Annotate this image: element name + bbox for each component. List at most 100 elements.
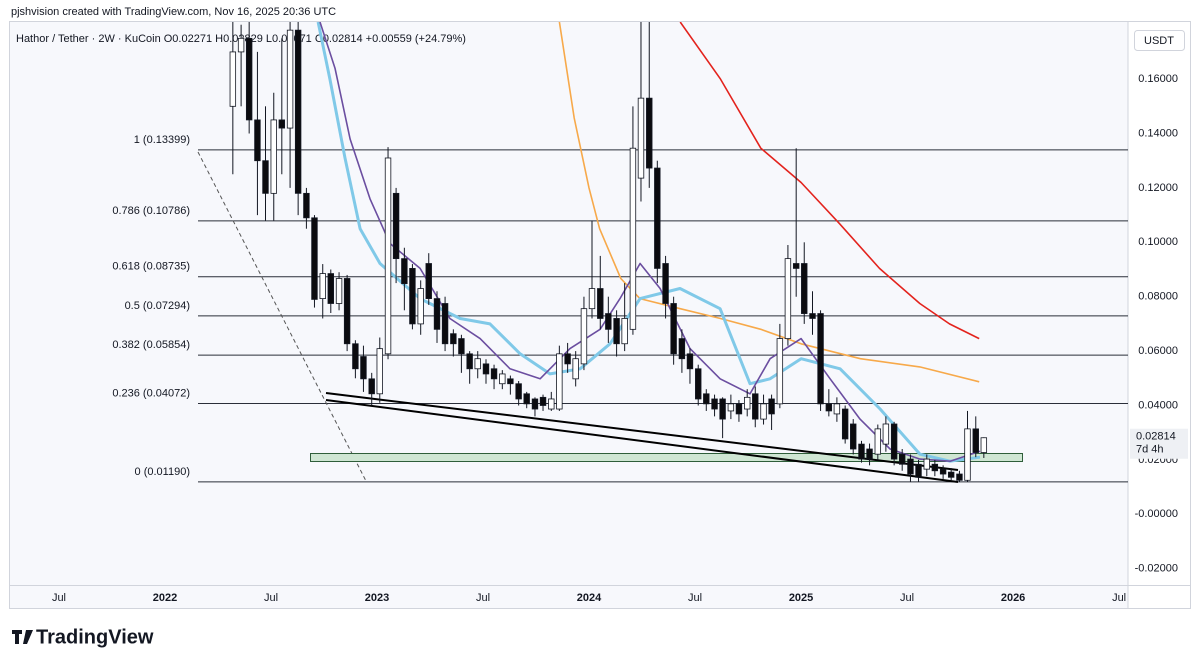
- candle-body: [850, 423, 857, 450]
- candle-body: [441, 303, 449, 345]
- x-tick-label: 2025: [789, 592, 813, 604]
- candle-body: [907, 458, 914, 475]
- candle-body: [703, 393, 710, 405]
- candle-body: [474, 358, 481, 370]
- y-tick-label: -0.00000: [1135, 508, 1178, 520]
- footer-logo: TradingView: [12, 626, 154, 648]
- candle-body: [841, 408, 849, 440]
- candle-body: [556, 353, 563, 410]
- fib-label: 0.236 (0.04072): [112, 387, 190, 399]
- candle-body: [915, 463, 922, 478]
- candle-body: [531, 398, 539, 410]
- candle-body: [335, 278, 343, 304]
- candle-body: [654, 167, 661, 269]
- candle-body: [237, 37, 245, 53]
- candle-body: [768, 398, 775, 415]
- candle-body: [572, 358, 579, 380]
- drawings: [197, 151, 1023, 483]
- candle-body: [662, 263, 669, 304]
- candles: [229, 22, 988, 482]
- candle-body: [809, 313, 816, 319]
- candle-body: [744, 396, 751, 410]
- fib-label: 0.382 (0.05854): [112, 339, 190, 351]
- candle-body: [384, 157, 392, 355]
- candle-body: [898, 453, 906, 465]
- fib-label: 0.786 (0.10786): [112, 205, 190, 217]
- candle-body: [245, 37, 253, 121]
- candle-body: [515, 383, 522, 400]
- support-zone: [310, 453, 1023, 462]
- candle-body: [939, 468, 947, 475]
- y-tick-label: 0.08000: [1138, 291, 1178, 303]
- candle-body: [711, 398, 718, 410]
- moving-average: [558, 22, 980, 383]
- candle-body: [597, 288, 604, 319]
- x-tick-label: Jul: [476, 592, 490, 604]
- candle-body: [433, 298, 441, 330]
- candle-body: [629, 147, 637, 330]
- x-tick-label: 2024: [577, 592, 602, 604]
- candle-body: [964, 428, 971, 481]
- candle-body: [833, 403, 841, 415]
- candle-body: [670, 303, 677, 355]
- candle-body: [303, 192, 310, 219]
- candle-body: [923, 458, 930, 470]
- candle-body: [719, 398, 726, 420]
- trend-line: [325, 392, 959, 471]
- candle-body: [752, 393, 759, 420]
- candle-body: [817, 313, 824, 405]
- y-tick-label: -0.02000: [1135, 563, 1178, 575]
- y-tick-label: 0.04000: [1138, 399, 1178, 411]
- candle-body: [376, 348, 383, 395]
- candle-body: [801, 263, 808, 314]
- candle-body: [947, 471, 955, 478]
- price-unit[interactable]: USDT: [1144, 35, 1174, 47]
- candle-body: [229, 51, 237, 107]
- y-tick-label: 0.16000: [1138, 73, 1178, 85]
- x-tick-label: Jul: [1112, 592, 1126, 604]
- candle-body: [980, 437, 988, 453]
- x-tick-label: Jul: [52, 592, 66, 604]
- fib-label: 0.5 (0.07294): [125, 300, 190, 312]
- candle-body: [972, 428, 979, 453]
- candle-body: [882, 423, 890, 445]
- candle-body: [646, 97, 653, 169]
- countdown: 7d 4h: [1136, 444, 1164, 456]
- candle-body: [874, 428, 882, 455]
- brand: TradingView: [36, 626, 154, 648]
- candle-body: [727, 403, 735, 412]
- last-price-label: 0.02814: [1136, 431, 1176, 443]
- candle-body: [784, 258, 792, 339]
- fib-levels: 1 (0.13399) 0.786 (0.10786) 0.618 (0.08735…: [112, 134, 1128, 483]
- candle-body: [825, 403, 833, 412]
- candle-body: [482, 363, 490, 375]
- candle-body: [319, 273, 326, 300]
- candle-body: [548, 398, 555, 410]
- candle-body: [613, 318, 620, 345]
- candle-body: [294, 29, 302, 194]
- unit-box[interactable]: [1134, 30, 1185, 51]
- y-tick-label: 0.14000: [1138, 127, 1178, 139]
- y-tick-label: 0.10000: [1138, 236, 1178, 248]
- price-axis-panel: [1128, 22, 1190, 608]
- candle-body: [564, 353, 571, 365]
- candle-body: [327, 273, 334, 304]
- candle-body: [262, 160, 269, 194]
- candle-body: [450, 333, 457, 345]
- y-tick-label: 0.06000: [1138, 345, 1178, 357]
- candle-body: [523, 393, 530, 405]
- candle-body: [588, 288, 596, 310]
- candle-body: [760, 403, 767, 420]
- y-tick-label: 0.12000: [1138, 182, 1178, 194]
- x-tick-label: Jul: [688, 592, 702, 604]
- candle-body: [490, 368, 498, 380]
- candle-body: [792, 263, 800, 269]
- candle-body: [580, 308, 588, 365]
- trend-line: [325, 399, 959, 483]
- candle-body: [931, 463, 939, 472]
- candle-body: [735, 403, 743, 415]
- x-tick-label: 2026: [1001, 592, 1025, 604]
- fib-label: 1 (0.13399): [134, 134, 190, 146]
- x-tick-label: 2022: [153, 592, 177, 604]
